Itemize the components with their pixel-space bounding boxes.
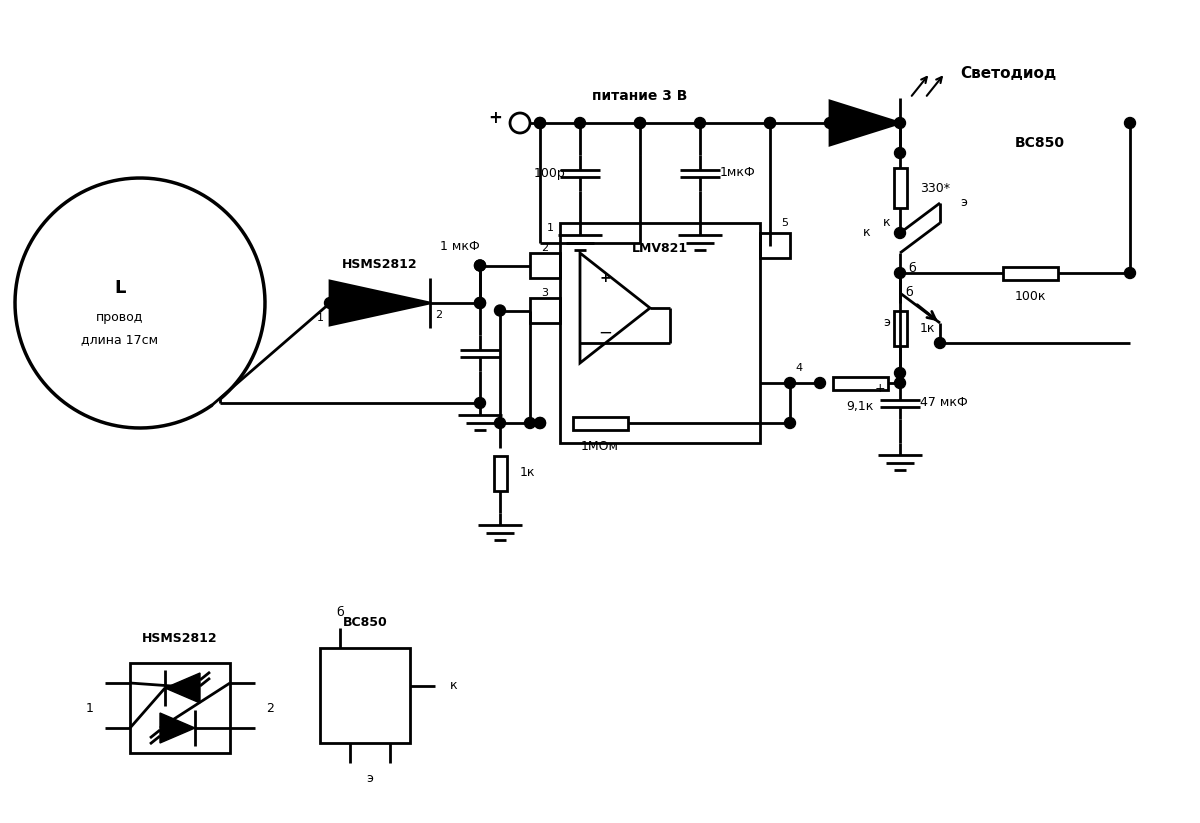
Text: +: + — [599, 271, 611, 285]
Text: Светодиод: Светодиод — [960, 66, 1056, 81]
Text: 2: 2 — [436, 310, 442, 320]
Text: к: к — [882, 216, 890, 230]
Circle shape — [474, 297, 486, 309]
Circle shape — [324, 297, 336, 309]
Polygon shape — [330, 281, 430, 325]
Circle shape — [534, 118, 546, 128]
Bar — [320, 648, 410, 743]
Bar — [760, 233, 790, 258]
Text: 5: 5 — [781, 218, 788, 228]
Text: б: б — [336, 607, 344, 620]
Bar — [1002, 267, 1057, 280]
Text: 1: 1 — [317, 313, 324, 323]
Circle shape — [894, 227, 906, 239]
Circle shape — [474, 398, 486, 408]
Circle shape — [474, 297, 486, 309]
Bar — [560, 223, 760, 443]
Bar — [894, 310, 906, 346]
Text: 1к: 1к — [920, 322, 936, 334]
Circle shape — [635, 118, 646, 128]
Bar — [493, 455, 506, 491]
Text: 1: 1 — [546, 223, 553, 233]
Bar — [130, 663, 230, 753]
Text: питание 3 В: питание 3 В — [593, 89, 688, 103]
Polygon shape — [166, 673, 200, 703]
Circle shape — [534, 118, 546, 128]
Circle shape — [524, 417, 535, 429]
Circle shape — [1124, 118, 1135, 128]
Bar — [894, 168, 906, 208]
Bar — [572, 416, 628, 430]
Text: HSMS2812: HSMS2812 — [342, 258, 418, 271]
Text: 1мкФ: 1мкФ — [720, 166, 756, 179]
Text: BC850: BC850 — [1015, 136, 1066, 150]
Text: 47 мкФ: 47 мкФ — [920, 397, 967, 410]
Circle shape — [764, 118, 775, 128]
Circle shape — [494, 417, 505, 429]
Text: 2: 2 — [266, 701, 274, 714]
Circle shape — [894, 118, 906, 128]
Text: 100к: 100к — [1014, 290, 1045, 303]
Circle shape — [815, 378, 826, 388]
Text: 3: 3 — [541, 288, 548, 298]
Bar — [833, 376, 888, 389]
Circle shape — [785, 417, 796, 429]
Text: к: к — [863, 226, 870, 239]
Text: 4: 4 — [796, 363, 802, 373]
Circle shape — [1124, 267, 1135, 278]
Text: 9,1к: 9,1к — [846, 400, 874, 413]
Text: провод: провод — [96, 311, 144, 324]
Circle shape — [695, 118, 706, 128]
Text: э: э — [366, 771, 373, 784]
Text: 1: 1 — [86, 701, 94, 714]
Text: 1МОм: 1МОм — [581, 440, 619, 453]
Circle shape — [534, 417, 546, 429]
Circle shape — [575, 118, 586, 128]
Circle shape — [894, 267, 906, 278]
Text: б: б — [905, 286, 913, 300]
Text: 2: 2 — [541, 243, 548, 253]
Circle shape — [494, 305, 505, 316]
Polygon shape — [830, 101, 900, 145]
Circle shape — [764, 118, 775, 128]
Bar — [530, 298, 560, 323]
Circle shape — [935, 337, 946, 348]
Text: 330*: 330* — [920, 182, 950, 194]
Text: +: + — [875, 382, 886, 394]
Text: э: э — [883, 317, 890, 329]
Text: б: б — [908, 262, 916, 275]
Text: длина 17см: длина 17см — [82, 333, 158, 346]
Circle shape — [894, 368, 906, 379]
Text: L: L — [114, 279, 126, 297]
Circle shape — [894, 378, 906, 388]
Text: 1к: 1к — [520, 467, 535, 480]
Bar — [530, 253, 560, 278]
Circle shape — [894, 147, 906, 159]
Text: э: э — [960, 197, 967, 210]
Text: HSMS2812: HSMS2812 — [142, 631, 218, 644]
Circle shape — [474, 260, 486, 271]
Text: 100р: 100р — [533, 166, 565, 179]
Text: LMV821: LMV821 — [632, 241, 688, 254]
Circle shape — [785, 378, 796, 388]
Circle shape — [635, 118, 646, 128]
Text: 1 мкФ: 1 мкФ — [440, 240, 480, 253]
Text: к: к — [450, 679, 457, 692]
Circle shape — [534, 417, 546, 429]
Text: +: + — [488, 109, 502, 127]
Text: −: − — [598, 324, 612, 342]
Text: BC850: BC850 — [343, 616, 388, 630]
Polygon shape — [160, 713, 194, 743]
Circle shape — [824, 118, 835, 128]
Circle shape — [474, 260, 486, 271]
